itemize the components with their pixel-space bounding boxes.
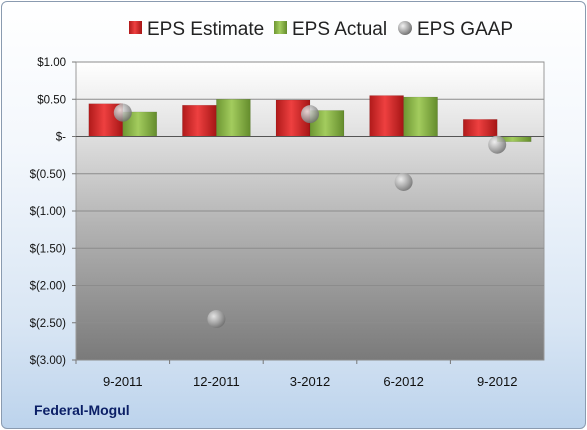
y-tick-label: $1.00 bbox=[37, 57, 66, 69]
y-tick-label: $(1.00) bbox=[30, 206, 67, 218]
marker-eps-gaap bbox=[301, 105, 319, 124]
x-tick-label: 9-2011 bbox=[103, 374, 143, 389]
x-tick-label: 6-2012 bbox=[383, 374, 423, 389]
y-tick-label: $0.50 bbox=[37, 94, 66, 106]
x-tick-label: 9-2012 bbox=[477, 374, 517, 389]
legend-swatch-estimate bbox=[129, 21, 142, 34]
y-tick-label: $- bbox=[56, 132, 66, 144]
y-tick-label: $(0.50) bbox=[30, 169, 67, 181]
marker-eps-gaap bbox=[488, 135, 507, 154]
marker-eps-gaap bbox=[113, 103, 132, 122]
y-tick-label: $(2.00) bbox=[30, 281, 67, 293]
y-tick-label: $(1.50) bbox=[30, 243, 67, 255]
marker-eps-gaap bbox=[207, 310, 226, 329]
y-axis: $1.00 $0.50 $- $(0.50) $(1.00) $(1.50) $(2.00)… bbox=[30, 57, 76, 367]
legend-swatch-actual bbox=[274, 21, 287, 34]
gaap-markers bbox=[113, 103, 507, 329]
company-name: Federal-Mogul bbox=[34, 402, 130, 418]
legend-label-gaap: EPS GAAP bbox=[417, 19, 513, 40]
bar-eps-actual bbox=[216, 99, 251, 137]
y-tick-label: $(3.00) bbox=[30, 355, 67, 367]
x-tick-label: 3-2012 bbox=[290, 374, 330, 389]
bar-eps-actual bbox=[403, 96, 438, 137]
x-tick-label: 12-2011 bbox=[193, 374, 240, 389]
bar-eps-estimate bbox=[369, 95, 404, 137]
marker-eps-gaap bbox=[394, 172, 413, 191]
y-tick-label: $(2.50) bbox=[30, 318, 67, 330]
legend-label-actual: EPS Actual bbox=[292, 19, 387, 40]
legend-label-estimate: EPS Estimate bbox=[147, 19, 264, 40]
bar-eps-estimate bbox=[182, 104, 217, 137]
legend: EPS Estimate EPS Actual EPS GAAP bbox=[129, 19, 513, 40]
legend-swatch-gaap bbox=[398, 21, 412, 35]
bar-eps-estimate bbox=[462, 119, 498, 137]
x-axis: 9-2011 12-2011 3-2012 6-2012 9-2012 bbox=[75, 360, 517, 389]
